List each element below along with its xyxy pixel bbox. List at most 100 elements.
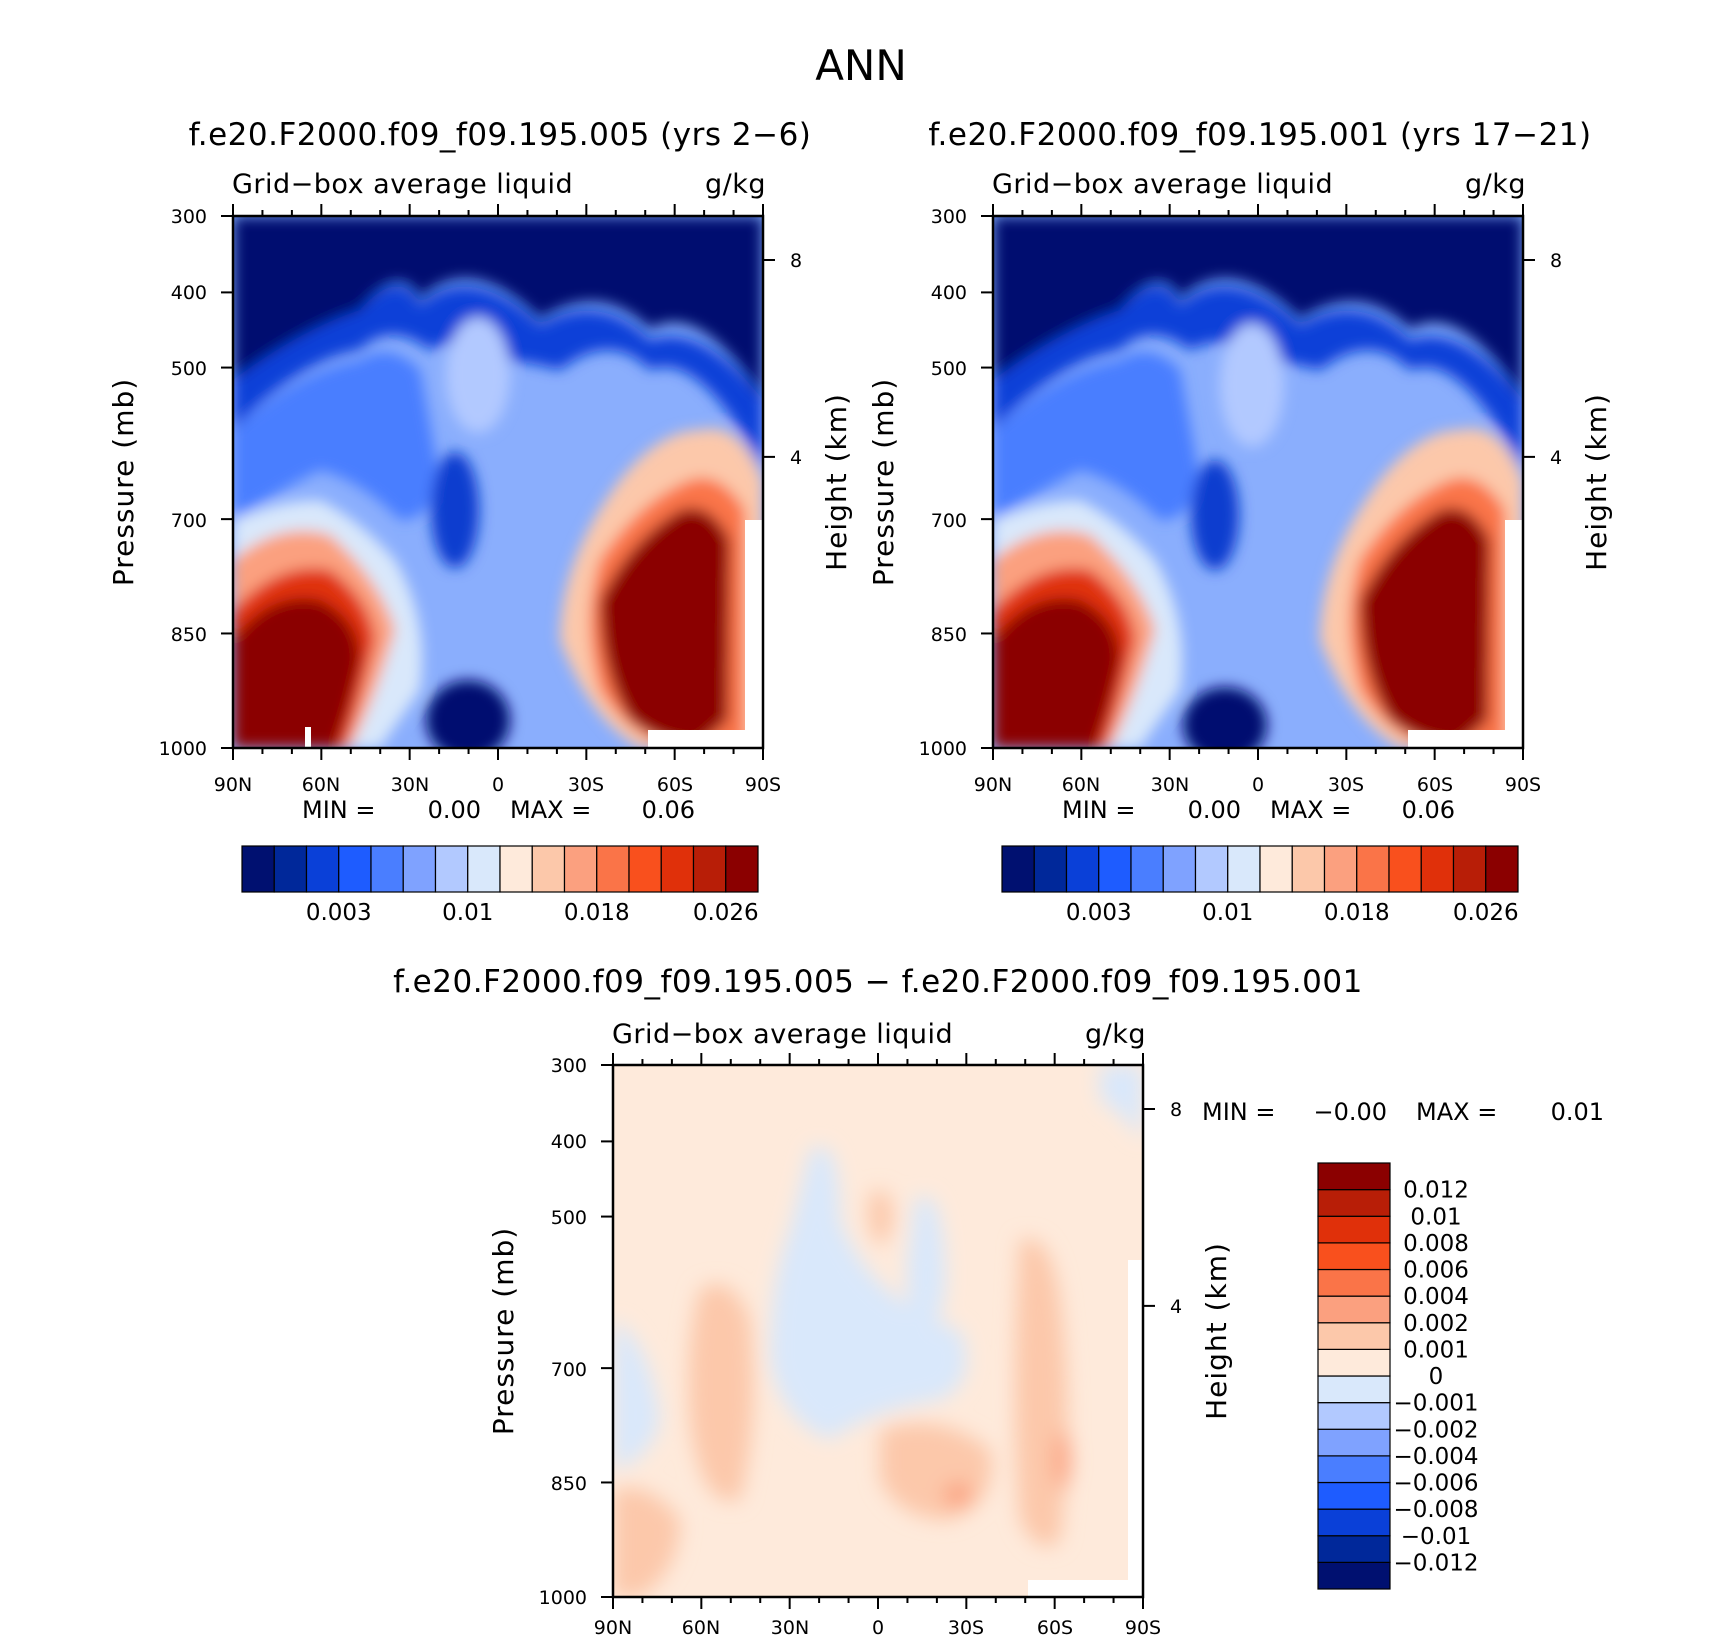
x-tick-label: 30S — [1328, 774, 1364, 796]
y2-tick-label: 8 — [1170, 1099, 1182, 1121]
x-tick-label: 0 — [492, 774, 504, 796]
y-tick-label: 700 — [931, 510, 967, 532]
panel-2-ylabel: Pressure (mb) — [867, 378, 900, 586]
panel-3: f.e20.F2000.f09_f09.195.005 − f.e20.F200… — [393, 964, 1604, 1639]
panel-2-units: g/kg — [1465, 169, 1526, 200]
y2-tick-label: 4 — [1550, 447, 1562, 469]
panel-2-tickmarks — [981, 204, 1535, 760]
colorbar-swatch — [1162, 845, 1197, 893]
y-tick-label: 500 — [931, 358, 967, 380]
colorbar-swatch — [1317, 1535, 1391, 1563]
panel-1-y2ticks: 8 4 — [790, 250, 802, 469]
colorbar-label: −0.006 — [1393, 1471, 1478, 1497]
panel-1-title: f.e20.F2000.f09_f09.195.005 (yrs 2−6) — [189, 117, 812, 153]
colorbar-label: −0.001 — [1393, 1391, 1478, 1417]
colorbar-swatch — [467, 845, 501, 893]
colorbar-swatch — [1420, 845, 1455, 893]
y-tick-label: 700 — [171, 510, 207, 532]
colorbar-label: −0.008 — [1393, 1497, 1478, 1523]
y-tick-label: 500 — [171, 358, 207, 380]
panel-1-max-value: 0.06 — [642, 796, 695, 824]
y-tick-label: 1000 — [539, 1587, 587, 1609]
colorbar-swatch — [1317, 1481, 1391, 1510]
x-tick-label: 0 — [872, 1617, 884, 1636]
panel-2-min-label: MIN = — [1062, 796, 1135, 824]
panel-1-units: g/kg — [705, 169, 766, 200]
colorbar-swatch — [563, 845, 598, 893]
x-tick-label: 30N — [771, 1617, 809, 1636]
colorbar-swatch — [338, 845, 372, 893]
colorbar-swatch — [1317, 1268, 1391, 1297]
x-tick-label: 90S — [1125, 1617, 1161, 1636]
y2-tick-label: 8 — [790, 250, 802, 272]
x-tick-label: 30N — [1151, 774, 1189, 796]
colorbar-swatch — [1317, 1375, 1391, 1404]
colorbar-swatch — [1194, 845, 1229, 893]
colorbar-swatch — [1317, 1348, 1391, 1377]
panel-3-xticks: 90N 60N 30N 0 30S 60S 90S — [594, 1617, 1161, 1639]
y-tick-label: 850 — [171, 624, 207, 646]
panel-2-variable: Grid−box average liquid — [992, 169, 1333, 200]
colorbar-label: 0.01 — [1410, 1204, 1461, 1230]
colorbar-swatch — [1317, 1455, 1391, 1484]
colorbar-swatch — [1317, 1402, 1391, 1430]
panel-2-colorbar: 0.003 0.01 0.018 0.026 — [1001, 845, 1519, 926]
panel-3-min-value: −0.00 — [1313, 1098, 1387, 1126]
colorbar-swatch — [1098, 845, 1132, 893]
colorbar-label: 0.001 — [1403, 1337, 1469, 1363]
panel-2-min-value: 0.00 — [1188, 796, 1241, 824]
panel-3-tickmarks — [601, 1053, 1155, 1609]
panel-1-field — [233, 216, 763, 748]
panel-2-max-value: 0.06 — [1402, 796, 1455, 824]
panel-1-min-label: MIN = — [302, 796, 375, 824]
colorbar-swatch — [241, 845, 275, 893]
colorbar-swatch — [628, 845, 662, 893]
panel-2-ylabel-right: Height (km) — [1580, 393, 1613, 571]
y-tick-label: 1000 — [159, 738, 207, 760]
x-tick-label: 30S — [568, 774, 604, 796]
x-tick-label: 60S — [1037, 1617, 1073, 1636]
panel-1-tickmarks — [221, 204, 775, 760]
panel-1-yticks: 300 400 500 700 850 1000 — [159, 206, 207, 760]
colorbar-swatch — [499, 845, 533, 893]
panel-2-title: f.e20.F2000.f09_f09.195.001 (yrs 17−21) — [928, 117, 1591, 153]
colorbar-label: 0.026 — [693, 900, 759, 926]
colorbar-swatch — [1317, 1295, 1391, 1324]
colorbar-swatch — [1317, 1508, 1391, 1537]
panel-1-colorbar: 0.003 0.01 0.018 0.026 — [241, 845, 759, 926]
panel-3-max-value: 0.01 — [1551, 1098, 1604, 1126]
panel-3-units: g/kg — [1085, 1019, 1146, 1050]
panel-3-yticks: 300 400 500 700 850 1000 — [539, 1055, 587, 1609]
panel-1-ylabel: Pressure (mb) — [107, 378, 140, 586]
y-tick-label: 1000 — [919, 738, 967, 760]
y2-tick-label: 4 — [790, 447, 802, 469]
colorbar-swatch — [1317, 1215, 1391, 1244]
panel-1-xticks: 90N 60N 30N 0 30S 60S 90S — [214, 774, 781, 796]
colorbar-swatch — [1356, 845, 1390, 893]
colorbar-swatch — [692, 845, 727, 893]
colorbar-label: −0.004 — [1393, 1444, 1478, 1470]
colorbar-swatch — [1317, 1162, 1391, 1191]
panel-1-min-value: 0.00 — [428, 796, 481, 824]
y-tick-label: 500 — [551, 1207, 587, 1229]
x-tick-label: 90N — [974, 774, 1012, 796]
x-tick-label: 60N — [302, 774, 340, 796]
colorbar-label: 0.003 — [306, 900, 372, 926]
panel-2-max-label: MAX = — [1270, 796, 1351, 824]
colorbar-label: 0 — [1429, 1364, 1444, 1390]
x-tick-label: 90S — [1505, 774, 1541, 796]
y-tick-label: 300 — [931, 206, 967, 228]
colorbar-swatch — [1291, 845, 1326, 893]
panel-2-y2ticks: 8 4 — [1550, 250, 1562, 469]
x-tick-label: 0 — [1252, 774, 1264, 796]
y2-tick-label: 4 — [1170, 1296, 1182, 1318]
x-tick-label: 30N — [391, 774, 429, 796]
panel-3-y2ticks: 8 4 — [1170, 1099, 1182, 1318]
y-tick-label: 850 — [931, 624, 967, 646]
panel-2-field — [993, 216, 1523, 748]
colorbar-swatch — [1317, 1322, 1391, 1350]
y2-tick-label: 8 — [1550, 250, 1562, 272]
y-tick-label: 400 — [931, 282, 967, 304]
colorbar-swatch — [1259, 845, 1293, 893]
